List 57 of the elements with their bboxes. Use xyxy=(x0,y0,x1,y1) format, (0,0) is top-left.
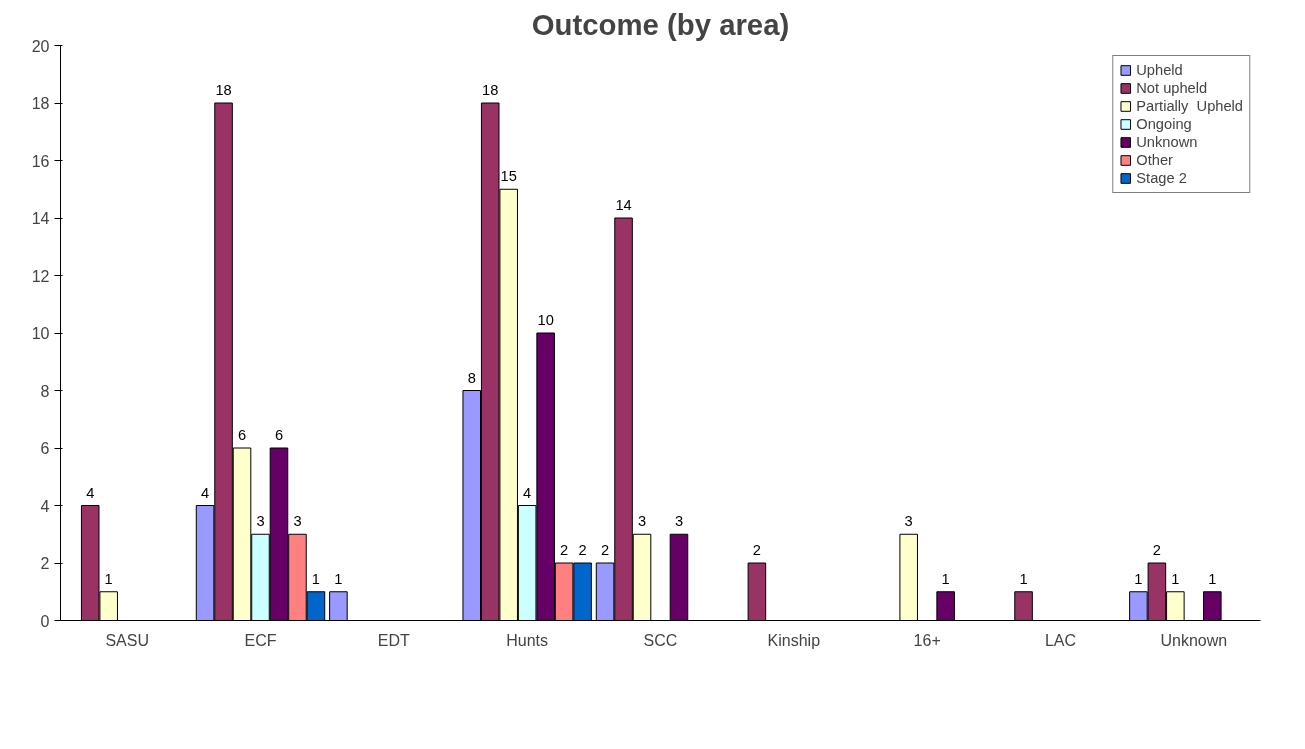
data-label: 1 xyxy=(941,570,950,587)
data-label: 3 xyxy=(637,513,647,530)
data-label: 3 xyxy=(256,513,265,530)
y-tick-label: 10 xyxy=(31,325,50,342)
data-label: 2 xyxy=(752,542,761,558)
y-tick-label: 12 xyxy=(31,267,50,285)
y-tick-label: 20 xyxy=(31,37,50,55)
data-label: 2 xyxy=(1152,542,1161,558)
x-tick-label: Kinship xyxy=(767,631,821,649)
legend-label: Upheld xyxy=(1136,62,1183,78)
data-label: 2 xyxy=(601,542,610,558)
data-label: 4 xyxy=(86,484,95,501)
legend-label: Not upheld xyxy=(1136,80,1208,96)
x-tick-label: LAC xyxy=(1044,631,1077,649)
data-label: 18 xyxy=(482,82,499,98)
legend-label: Ongoing xyxy=(1136,116,1192,132)
data-label: 1 xyxy=(104,570,113,587)
data-label: 10 xyxy=(537,312,554,328)
x-tick-label: Hunts xyxy=(506,631,549,649)
data-label: 6 xyxy=(237,427,247,443)
data-label: 3 xyxy=(293,513,302,530)
chart-title: Outcome (by area) xyxy=(531,7,790,41)
legend-label: Stage 2 xyxy=(1136,170,1187,186)
data-label: 1 xyxy=(334,570,343,587)
data-label: 1 xyxy=(1019,570,1028,587)
y-tick-label: 2 xyxy=(40,555,50,572)
legend-label: Other xyxy=(1136,152,1173,168)
x-tick-label: 16+ xyxy=(913,631,941,649)
data-label: 1 xyxy=(311,570,321,587)
data-label: 18 xyxy=(215,82,232,98)
data-label: 1 xyxy=(1134,570,1143,587)
legend-label: Partially Upheld xyxy=(1136,98,1243,114)
data-label: 1 xyxy=(1208,570,1217,587)
y-tick-label: 18 xyxy=(31,95,50,112)
legend-label: Unknown xyxy=(1136,134,1198,150)
data-label: 3 xyxy=(904,513,913,530)
data-label: 8 xyxy=(467,369,476,386)
data-label: 4 xyxy=(523,484,532,501)
y-tick-label: 4 xyxy=(40,497,50,515)
data-label: 15 xyxy=(500,168,517,185)
x-tick-label: EDT xyxy=(377,631,411,649)
x-tick-label: SCC xyxy=(643,631,678,649)
y-tick-label: 14 xyxy=(31,210,50,227)
data-label: 2 xyxy=(578,542,587,558)
x-tick-label: ECF xyxy=(244,631,277,649)
y-tick-label: 0 xyxy=(40,612,50,630)
y-tick-label: 8 xyxy=(40,382,50,400)
y-tick-label: 16 xyxy=(31,152,50,170)
data-label: 4 xyxy=(201,484,210,501)
data-label: 2 xyxy=(560,542,569,558)
data-label: 14 xyxy=(615,197,632,213)
data-label: 3 xyxy=(674,513,684,530)
x-tick-label: Unknown xyxy=(1160,631,1228,649)
data-label: 1 xyxy=(1171,570,1180,587)
data-label: 6 xyxy=(274,427,284,443)
x-tick-label: SASU xyxy=(105,631,149,649)
y-tick-label: 6 xyxy=(40,440,50,457)
